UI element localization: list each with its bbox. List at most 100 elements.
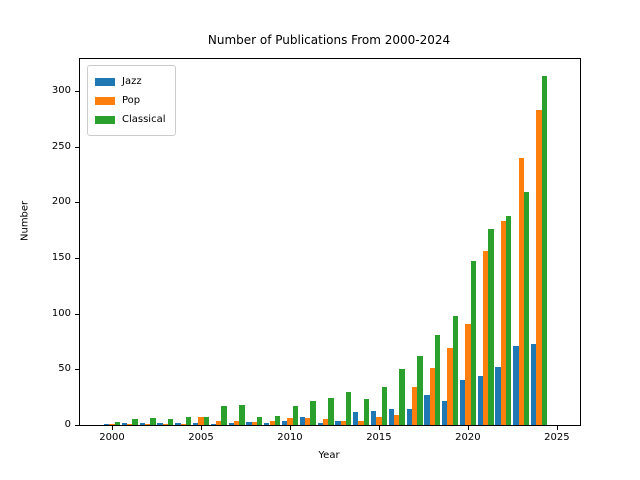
bar-pop-2007 bbox=[233, 420, 240, 425]
bar-pop-2003 bbox=[162, 423, 169, 425]
x-tick-mark bbox=[467, 426, 469, 430]
y-tick-mark bbox=[75, 425, 79, 426]
bar-pop-2005 bbox=[198, 417, 204, 425]
bar-jazz-2003 bbox=[157, 422, 163, 425]
bar-jazz-2017 bbox=[406, 409, 412, 425]
bar-jazz-2012 bbox=[317, 422, 323, 425]
jazz-swatch-icon bbox=[95, 77, 115, 86]
bar-jazz-2019 bbox=[442, 400, 448, 425]
bar-classical-2007 bbox=[239, 404, 245, 425]
x-tick-label: 2015 bbox=[366, 432, 392, 443]
bar-pop-2024 bbox=[536, 109, 542, 425]
bar-jazz-2013 bbox=[335, 420, 341, 425]
legend: Jazz Pop Classical bbox=[87, 65, 176, 136]
bar-classical-2001 bbox=[132, 419, 138, 425]
x-tick-label: 2000 bbox=[99, 432, 125, 443]
y-tick-label: 0 bbox=[64, 419, 71, 430]
bar-classical-2006 bbox=[221, 406, 227, 425]
legend-label-classical: Classical bbox=[122, 114, 166, 125]
x-tick-label: 2010 bbox=[277, 432, 303, 443]
bar-classical-2022 bbox=[506, 215, 512, 425]
bar-classical-2024 bbox=[541, 76, 548, 425]
bar-jazz-2000 bbox=[104, 423, 110, 425]
bar-pop-2018 bbox=[429, 368, 435, 425]
x-tick-mark bbox=[200, 426, 202, 430]
bar-pop-2021 bbox=[483, 251, 489, 425]
bar-pop-2010 bbox=[287, 418, 293, 425]
bar-jazz-2002 bbox=[139, 422, 145, 425]
bar-pop-2020 bbox=[465, 323, 471, 425]
classical-swatch-icon bbox=[95, 115, 115, 124]
bar-jazz-2024 bbox=[531, 343, 537, 425]
bar-jazz-2006 bbox=[210, 423, 217, 425]
bar-pop-2002 bbox=[144, 423, 151, 425]
legend-item-pop: Pop bbox=[95, 91, 166, 110]
bar-pop-2015 bbox=[376, 417, 382, 425]
y-tick-mark bbox=[75, 90, 79, 92]
legend-label-pop: Pop bbox=[122, 95, 141, 106]
bar-classical-2014 bbox=[363, 399, 370, 425]
chart-title: Number of Publications From 2000-2024 bbox=[207, 33, 451, 47]
bar-classical-2003 bbox=[168, 419, 174, 425]
bar-pop-2014 bbox=[358, 420, 364, 425]
bar-pop-2000 bbox=[109, 423, 115, 425]
pop-swatch-icon bbox=[95, 96, 115, 105]
bar-pop-2004 bbox=[180, 423, 186, 425]
x-tick-mark bbox=[378, 426, 380, 430]
bar-jazz-2023 bbox=[513, 345, 519, 425]
bar-jazz-2008 bbox=[246, 421, 252, 425]
bar-classical-2009 bbox=[274, 416, 281, 425]
y-tick-mark bbox=[75, 146, 79, 148]
plot-area: Jazz Pop Classical 2000 2005 2010 2015 2020 2… bbox=[52, 58, 581, 443]
bar-classical-2015 bbox=[381, 387, 387, 425]
bar-classical-2002 bbox=[150, 418, 156, 425]
y-tick-mark bbox=[75, 202, 79, 204]
x-tick-mark bbox=[112, 426, 114, 430]
bar-pop-2023 bbox=[518, 157, 524, 425]
bar-classical-2008 bbox=[257, 417, 263, 425]
y-tick-mark bbox=[75, 257, 79, 259]
bar-jazz-2001 bbox=[121, 422, 128, 425]
y-tick-mark bbox=[75, 313, 79, 315]
x-axis-label: Year bbox=[318, 450, 340, 461]
bar-classical-2000 bbox=[114, 421, 121, 425]
y-tick-label: 250 bbox=[51, 140, 71, 152]
bar-jazz-2007 bbox=[228, 422, 234, 425]
y-tick-label: 300 bbox=[51, 84, 71, 96]
bar-jazz-2005 bbox=[192, 422, 199, 425]
bar-classical-2018 bbox=[434, 334, 441, 425]
bar-jazz-2010 bbox=[281, 420, 288, 425]
bar-jazz-2022 bbox=[495, 367, 501, 425]
bar-jazz-2009 bbox=[264, 422, 270, 425]
bar-classical-2019 bbox=[452, 315, 459, 425]
bar-pop-2019 bbox=[447, 348, 453, 425]
y-axis-label: Number bbox=[19, 200, 31, 241]
bar-pop-2013 bbox=[340, 420, 346, 425]
x-tick-label: 2005 bbox=[188, 432, 214, 443]
y-tick-mark bbox=[75, 369, 79, 371]
bar-classical-2010 bbox=[292, 406, 298, 425]
bar-classical-2020 bbox=[470, 261, 476, 425]
legend-label-jazz: Jazz bbox=[122, 76, 142, 87]
bar-pop-2011 bbox=[305, 418, 311, 425]
bar-pop-2022 bbox=[500, 221, 507, 425]
bar-classical-2017 bbox=[417, 355, 423, 425]
bar-jazz-2018 bbox=[424, 394, 430, 425]
bar-classical-2016 bbox=[399, 369, 405, 425]
bar-pop-2009 bbox=[269, 420, 275, 425]
bar-classical-2012 bbox=[328, 398, 334, 425]
x-tick-label: 2020 bbox=[455, 432, 481, 443]
y-tick-label: 50 bbox=[58, 363, 71, 375]
bar-pop-2016 bbox=[394, 414, 400, 425]
bar-jazz-2015 bbox=[370, 410, 377, 425]
bar-jazz-2004 bbox=[175, 422, 181, 425]
bar-pop-2017 bbox=[411, 387, 418, 425]
bar-pop-2001 bbox=[127, 423, 133, 425]
legend-item-classical: Classical bbox=[95, 110, 166, 129]
bar-jazz-2014 bbox=[353, 411, 359, 425]
bar-pop-2006 bbox=[216, 420, 222, 425]
bar-classical-2011 bbox=[310, 400, 316, 425]
y-tick-label: 150 bbox=[51, 251, 71, 263]
x-tick-mark bbox=[556, 426, 558, 430]
